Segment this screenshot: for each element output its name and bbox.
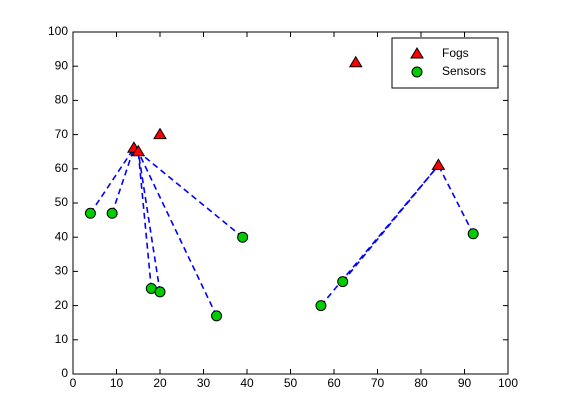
- sensor-marker: [84, 207, 96, 219]
- link-line: [137, 151, 218, 317]
- x-tick-label: 40: [240, 376, 254, 390]
- x-tick-label: 80: [414, 376, 428, 390]
- link-line: [111, 148, 135, 214]
- fog-marker: [131, 144, 146, 157]
- y-tick-label: 100: [48, 24, 68, 38]
- link-line: [89, 147, 135, 214]
- y-tick-label: 10: [55, 332, 69, 346]
- legend-label: Fogs: [442, 46, 469, 60]
- sensor-marker: [211, 310, 223, 322]
- y-tick-label: 70: [55, 127, 69, 141]
- sensor-marker: [106, 207, 118, 219]
- sensor-marker: [237, 231, 249, 243]
- sensor-marker: [337, 276, 349, 288]
- x-tick-label: 0: [70, 376, 77, 390]
- y-tick-label: 30: [55, 264, 69, 278]
- x-tick-label: 20: [153, 376, 167, 390]
- legend-marker: [410, 47, 424, 59]
- x-tick-label: 70: [371, 376, 385, 390]
- sensor-marker: [154, 286, 166, 298]
- legend-box: [391, 37, 499, 89]
- y-tick-label: 40: [55, 229, 69, 243]
- y-tick-label: 20: [55, 298, 69, 312]
- fog-marker: [431, 158, 446, 170]
- x-tick-label: 10: [110, 376, 124, 390]
- x-tick-label: 50: [284, 376, 298, 390]
- legend-label: Sensors: [442, 64, 486, 78]
- y-tick-label: 80: [55, 93, 69, 107]
- legend-marker: [411, 66, 423, 78]
- fog-marker: [153, 127, 167, 140]
- fog-marker: [348, 55, 363, 68]
- y-tick-label: 90: [55, 58, 69, 72]
- link-line: [437, 165, 474, 235]
- x-tick-label: 100: [498, 376, 518, 390]
- y-tick-label: 0: [61, 366, 68, 380]
- x-tick-label: 90: [458, 376, 472, 390]
- y-tick-label: 50: [55, 195, 69, 209]
- y-tick-label: 60: [55, 161, 69, 175]
- sensor-marker: [315, 300, 327, 312]
- link-line: [342, 164, 440, 283]
- link-line: [137, 151, 161, 293]
- link-line: [137, 151, 244, 238]
- sensor-marker: [467, 228, 479, 240]
- x-tick-label: 30: [197, 376, 211, 390]
- x-tick-label: 60: [327, 376, 341, 390]
- link-line: [137, 151, 153, 289]
